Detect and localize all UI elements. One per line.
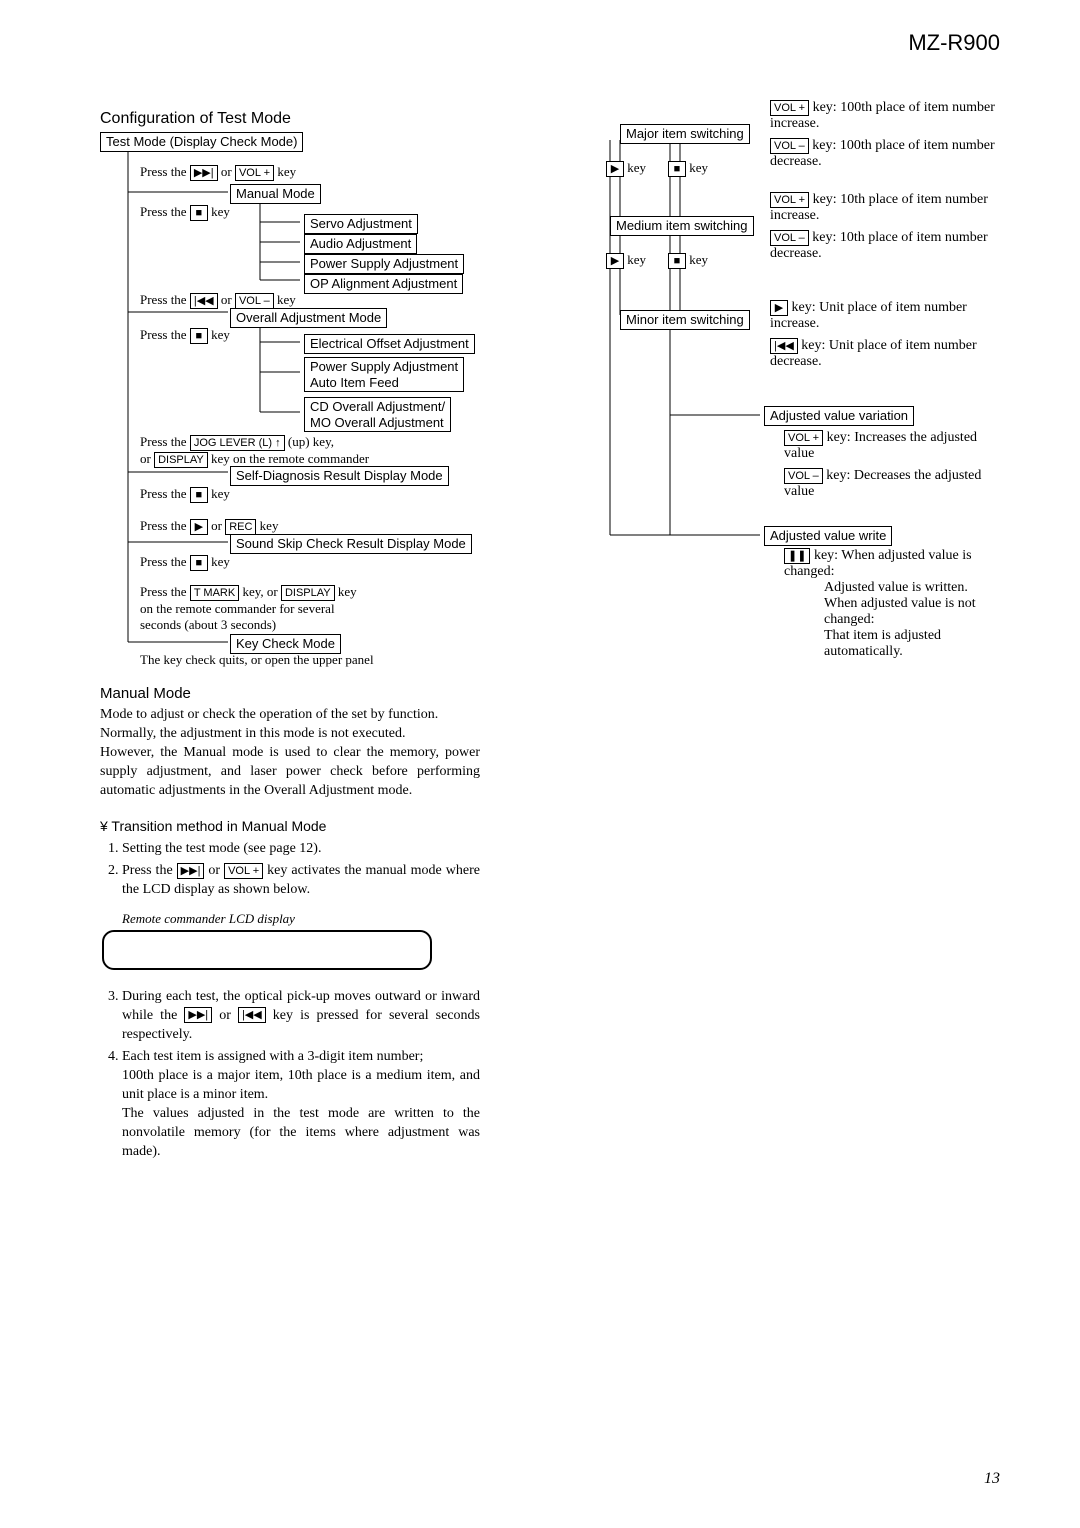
vol-minus-r4: VOL – [784,468,823,484]
press-line-4: Press the ■ key [140,327,230,344]
adj-vm: VOL – key: Decreases the adjusted value [784,468,994,500]
stop-key-r1: ■ [668,161,686,177]
model-number: MZ-R900 [908,30,1000,56]
press-line-7: Press the ▶ or REC key [140,518,278,535]
lcd-display-box [102,930,432,970]
med-vol-plus: VOL + key: 10th place of item number inc… [770,192,1000,224]
self-diag-box: Self-Diagnosis Result Display Mode [230,466,449,486]
adj-write-box: Adjusted value write [764,526,892,546]
stop-icon: ■ [190,205,208,221]
prev-key-r3: |◀◀ [770,338,798,354]
li-2: Press the ▶▶| or VOL + key activates the… [122,862,480,900]
press-line-9: Press the T MARK key, or DISPLAY key on … [140,584,357,633]
test-mode-box: Test Mode (Display Check Mode) [100,132,303,152]
transition-list: Setting the test mode (see page 12). Pre… [122,840,480,901]
play-key-r3: ▶ [770,300,788,316]
vol-minus-key: VOL – [235,293,274,309]
sound-skip-box: Sound Skip Check Result Display Mode [230,534,472,554]
vol-plus-r1: VOL + [770,100,809,116]
ff-icon-m2: ▶▶| [184,1007,212,1023]
cd-mo-box: CD Overall Adjustment/ MO Overall Adjust… [304,397,451,432]
stop-icon-4: ■ [190,555,208,571]
med-vol-minus: VOL – key: 10th place of item number dec… [770,230,1000,262]
manual-p2: Normally, the adjustment in this mode is… [100,725,480,744]
play-icon: ▶ [190,519,208,535]
press-line-8: Press the ■ key [140,554,230,571]
manual-mode-section: Manual Mode Mode to adjust or check the … [100,670,480,1166]
vol-plus-key: VOL + [235,165,274,181]
vol-plus-r4: VOL + [784,430,823,446]
power-auto-box: Power Supply Adjustment Auto Item Feed [304,357,464,392]
display-key-2: DISPLAY [281,585,335,601]
pause-desc: ❚❚ key: When adjusted value is changed: … [784,548,1000,660]
li-3: During each test, the optical pick-up mo… [122,988,480,1045]
medium-switch-box: Medium item switching [610,216,754,236]
key-check-note: The key check quits, or open the upper p… [140,652,374,668]
jog-lever-key: JOG LEVER (L) ↑ [190,435,285,451]
press-line-6: Press the ■ key [140,486,230,503]
transition-heading: ¥ Transition method in Manual Mode [100,817,480,836]
key-check-box: Key Check Mode [230,634,341,654]
pause-icon: ❚❚ [784,548,810,564]
right-item-tree: Major item switching VOL + key: 100th pl… [520,100,1000,660]
adj-vp: VOL + key: Increases the adjusted value [784,430,994,462]
page-number: 13 [984,1470,1000,1488]
op-align-box: OP Alignment Adjustment [304,274,463,294]
display-key: DISPLAY [154,452,208,468]
page-container: MZ-R900 Configuration of Test Mode [100,20,1000,1488]
rec-key: REC [225,519,256,535]
config-title: Configuration of Test Mode [100,110,510,128]
transition-list-2: During each test, the optical pick-up mo… [122,988,480,1162]
manual-mode-box: Manual Mode [230,184,321,204]
prev-icon-m: |◀◀ [238,1007,266,1023]
vol-minus-r2: VOL – [770,230,809,246]
press-line-2: Press the ■ key [140,204,230,221]
major-switch-box: Major item switching [620,124,750,144]
tmark-key: T MARK [190,585,239,601]
stop-icon-3: ■ [190,487,208,503]
minor-play: ▶ key: Unit place of item number increas… [770,300,1000,332]
left-config-tree: Configuration of Test Mode [100,110,510,672]
vol-plus-r2: VOL + [770,192,809,208]
li-1: Setting the test mode (see page 12). [122,840,480,859]
minor-prev: |◀◀ key: Unit place of item number decre… [770,338,1000,370]
play-key-r2: ▶ [606,253,624,269]
press-line-1: Press the ▶▶| or VOL + key [140,164,296,181]
lcd-label: Remote commander LCD display [122,910,480,928]
play-key-r1: ▶ [606,161,624,177]
li-4: Each test item is assigned with a 3-digi… [122,1048,480,1161]
press-line-3: Press the |◀◀ or VOL – key [140,292,296,309]
elec-offset-box: Electrical Offset Adjustment [304,334,475,354]
servo-box: Servo Adjustment [304,214,418,234]
overall-mode-box: Overall Adjustment Mode [230,308,387,328]
minor-switch-box: Minor item switching [620,310,750,330]
vol-plus-m: VOL + [224,863,263,879]
stop-icon-2: ■ [190,328,208,344]
major-vol-minus: VOL – key: 100th place of item number de… [770,138,1000,170]
ff-icon: ▶▶| [190,165,218,181]
audio-box: Audio Adjustment [304,234,417,254]
prev-icon: |◀◀ [190,293,218,309]
manual-p1: Mode to adjust or check the operation of… [100,706,480,725]
ff-icon-m: ▶▶| [177,863,205,879]
manual-p3: However, the Manual mode is used to clea… [100,744,480,801]
power-box: Power Supply Adjustment [304,254,464,274]
manual-title: Manual Mode [100,684,480,704]
major-vol-plus: VOL + key: 100th place of item number in… [770,100,1000,132]
stop-key-r2: ■ [668,253,686,269]
vol-minus-r1: VOL – [770,138,809,154]
adj-var-box: Adjusted value variation [764,406,914,426]
press-line-5: Press the JOG LEVER (L) ↑ (up) key, or D… [140,434,369,468]
